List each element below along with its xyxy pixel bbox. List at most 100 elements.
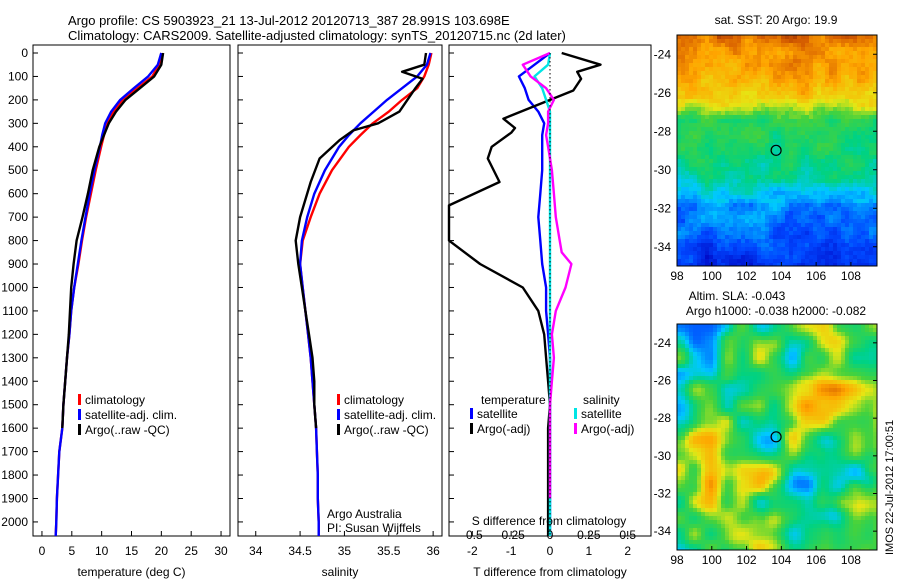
map-cell: [709, 43, 713, 47]
map-cell: [865, 247, 869, 251]
map-cell: [773, 336, 777, 340]
map-cell: [717, 368, 721, 372]
map-cell: [805, 51, 809, 55]
map-cell: [777, 384, 781, 388]
map-cell: [761, 243, 765, 247]
map-cell: [749, 420, 753, 424]
map-cell: [801, 87, 805, 91]
map-cell: [817, 432, 821, 436]
map-cell: [845, 428, 849, 432]
map-cell: [737, 139, 741, 143]
map-cell: [717, 191, 721, 195]
map-cell: [813, 440, 817, 444]
map-cell: [853, 456, 857, 460]
depth-tick-label: 800: [8, 234, 28, 248]
map-cell: [693, 91, 697, 95]
map-cell: [725, 215, 729, 219]
map-cell: [825, 328, 829, 332]
map-cell: [805, 324, 809, 328]
map-cell: [773, 67, 777, 71]
map-cell: [697, 215, 701, 219]
map-cell: [833, 380, 837, 384]
map-cell: [801, 79, 805, 83]
map-cell: [781, 324, 785, 328]
map-cell: [813, 468, 817, 472]
map-cell: [801, 227, 805, 231]
map-cell: [853, 135, 857, 139]
map-cell: [741, 175, 745, 179]
map-cell: [873, 412, 877, 416]
map-cell: [677, 51, 681, 55]
map-cell: [733, 356, 737, 360]
map-cell: [801, 107, 805, 111]
map-cell: [813, 111, 817, 115]
map-cell: [745, 243, 749, 247]
map-cell: [785, 227, 789, 231]
map-cell: [697, 235, 701, 239]
map-cell: [725, 127, 729, 131]
map-cell: [749, 243, 753, 247]
map-cell: [769, 47, 773, 51]
map-cell: [717, 171, 721, 175]
map-cell: [813, 324, 817, 328]
map-cell: [789, 203, 793, 207]
map-cell: [841, 324, 845, 328]
map-cell: [765, 416, 769, 420]
map-cell: [741, 360, 745, 364]
map-cell: [789, 91, 793, 95]
map-cell: [681, 71, 685, 75]
map-cell: [733, 195, 737, 199]
map-cell: [809, 167, 813, 171]
map-cell: [833, 231, 837, 235]
map-cell: [789, 63, 793, 67]
map-cell: [849, 424, 853, 428]
map-cell: [729, 167, 733, 171]
map-cell: [729, 227, 733, 231]
map-cell: [713, 376, 717, 380]
map-cell: [857, 223, 861, 227]
map-cell: [729, 336, 733, 340]
map-cell: [873, 111, 877, 115]
map-cell: [809, 107, 813, 111]
map-cell: [745, 59, 749, 63]
map-cell: [781, 71, 785, 75]
map-cell: [861, 259, 865, 263]
map-cell: [793, 75, 797, 79]
map-cell: [753, 235, 757, 239]
map-cell: [861, 328, 865, 332]
map-cell: [765, 123, 769, 127]
map-cell: [837, 91, 841, 95]
map-cell: [749, 472, 753, 476]
map-cell: [689, 348, 693, 352]
map-cell: [777, 348, 781, 352]
map-cell: [701, 396, 705, 400]
map-cell: [821, 91, 825, 95]
map-cell: [749, 147, 753, 151]
map-cell: [797, 468, 801, 472]
map-cell: [681, 360, 685, 364]
map-cell: [717, 91, 721, 95]
map-cell: [761, 43, 765, 47]
map-cell: [701, 67, 705, 71]
map-cell: [705, 428, 709, 432]
map-cell: [745, 119, 749, 123]
map-cell: [781, 207, 785, 211]
map-cell: [757, 155, 761, 159]
map-cell: [873, 43, 877, 47]
map-cell: [677, 368, 681, 372]
map-cell: [845, 396, 849, 400]
map-cell: [833, 195, 837, 199]
map-cell: [681, 239, 685, 243]
map-cell: [789, 376, 793, 380]
map-cell: [717, 111, 721, 115]
map-cell: [709, 143, 713, 147]
series-line-s-argo-adj: [521, 51, 573, 499]
map-cell: [789, 420, 793, 424]
map-cell: [813, 436, 817, 440]
map-cell: [813, 167, 817, 171]
map-cell: [725, 364, 729, 368]
map-cell: [677, 448, 681, 452]
map-cell: [853, 400, 857, 404]
map-cell: [701, 400, 705, 404]
map-cell: [761, 191, 765, 195]
